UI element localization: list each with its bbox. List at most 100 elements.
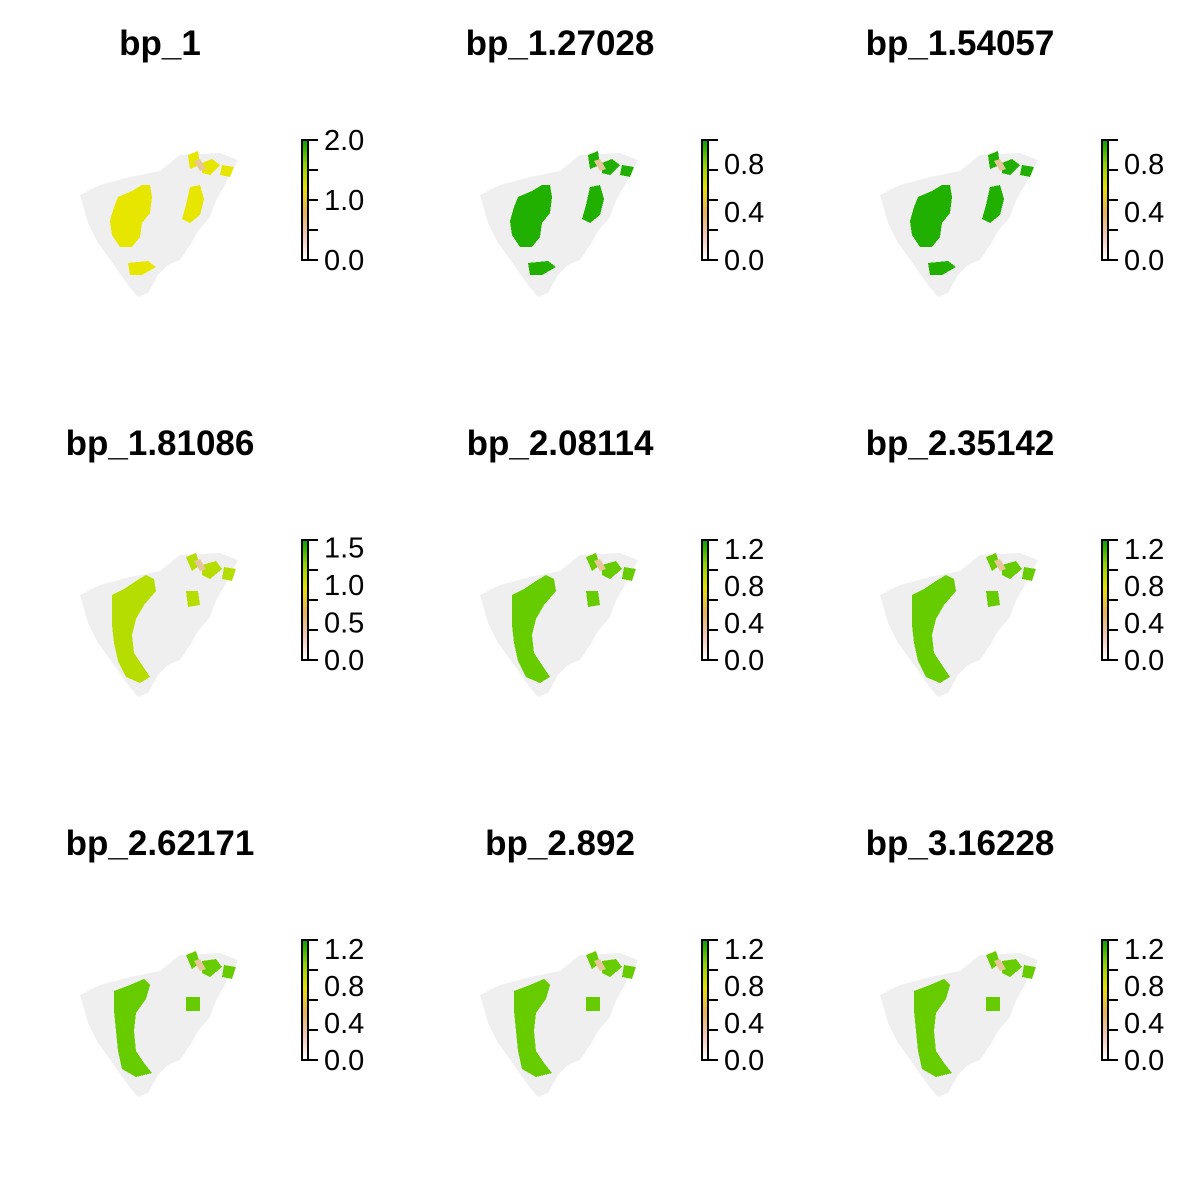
- raster-map: [480, 151, 638, 297]
- legend-tick-label: 0.8: [724, 571, 764, 603]
- raster-patch: [622, 567, 636, 581]
- raster-patch: [586, 553, 600, 571]
- legend-tick-label: 0.4: [724, 197, 764, 229]
- map-panel: bp_3.16228 0.0 0.4 0.8 1.2: [800, 800, 1200, 1200]
- raster-patch: [914, 979, 952, 1077]
- raster-patch: [986, 591, 1000, 607]
- color-legend: 0.0 0.4 0.8: [1101, 139, 1164, 277]
- raster-patch: [114, 979, 152, 1077]
- raster-patch-low: [994, 959, 1006, 971]
- color-legend: 0.0 0.4 0.8 1.2: [1101, 934, 1164, 1077]
- legend-tick-label: 0.8: [724, 149, 764, 181]
- raster-patch: [912, 575, 956, 683]
- legend-tick-label: 0.0: [1124, 245, 1164, 277]
- legend-tick-label: 0.0: [724, 245, 764, 277]
- raster-patch: [514, 979, 552, 1077]
- raster-patch: [602, 959, 622, 977]
- raster-patch-low: [994, 159, 1006, 171]
- legend-tick-label: 0.0: [724, 645, 764, 677]
- raster-patch: [202, 959, 222, 977]
- raster-patch: [528, 261, 556, 275]
- raster-patch: [620, 165, 634, 177]
- legend-tick-label: 0.0: [324, 1045, 364, 1077]
- raster-patch: [1022, 965, 1036, 979]
- legend-tick-label: 0.4: [1124, 608, 1164, 640]
- raster-patch: [186, 591, 200, 607]
- legend-colorbar: [302, 940, 308, 1060]
- color-legend: 0.0 1.0 2.0: [301, 125, 364, 277]
- map-panel: bp_2.62171 0.0 0.4 0.8 1.2: [0, 800, 400, 1200]
- legend-tick-label: 0.8: [324, 971, 364, 1003]
- legend-tick-label: 0.8: [1124, 571, 1164, 603]
- raster-patch: [986, 553, 1000, 571]
- panel-title: bp_3.16228: [865, 824, 1055, 863]
- raster-patch-low: [194, 559, 206, 571]
- raster-patch: [182, 185, 204, 223]
- raster-patch: [622, 965, 636, 979]
- raster-patch: [222, 965, 236, 979]
- raster-patch: [186, 553, 200, 571]
- raster-patch: [512, 575, 556, 683]
- map-panel: bp_1 0.0 1.0 2.0: [0, 0, 400, 400]
- legend-tick-label: 0.0: [724, 1045, 764, 1077]
- panel-title: bp_2.62171: [65, 824, 255, 863]
- raster-patch: [586, 591, 600, 607]
- raster-patch: [202, 159, 220, 175]
- legend-tick-label: 1.2: [1124, 934, 1164, 966]
- panel-title: bp_1.81086: [65, 424, 255, 463]
- study-area-background: [480, 953, 638, 1097]
- raster-patch-low: [994, 559, 1006, 571]
- legend-colorbar: [1102, 940, 1108, 1060]
- legend-tick-label: 0.0: [1124, 645, 1164, 677]
- legend-tick-label: 1.2: [1124, 534, 1164, 566]
- raster-patch: [110, 185, 152, 247]
- study-area-background: [880, 953, 1038, 1097]
- raster-patch: [112, 575, 156, 683]
- legend-tick-label: 0.8: [724, 971, 764, 1003]
- map-panel: bp_2.892 0.0 0.4 0.8 1.2: [400, 800, 800, 1200]
- raster-patch-low: [594, 959, 606, 971]
- legend-tick-label: 0.4: [1124, 197, 1164, 229]
- study-area-background: [80, 153, 238, 297]
- color-legend: 0.0 0.4 0.8 1.2: [701, 534, 764, 677]
- legend-tick-label: 0.4: [724, 608, 764, 640]
- color-legend: 0.0 0.5 1.0 1.5: [301, 533, 364, 677]
- raster-patch: [982, 185, 1004, 223]
- legend-tick-label: 0.4: [724, 1008, 764, 1040]
- legend-tick-label: 1.2: [724, 934, 764, 966]
- legend-colorbar: [702, 940, 708, 1060]
- legend-tick-label: 0.8: [1124, 149, 1164, 181]
- raster-map: [480, 553, 638, 697]
- legend-tick-label: 1.0: [324, 570, 364, 602]
- legend-colorbar: [302, 140, 308, 260]
- map-panel: bp_1.54057 0.0 0.4 0.8: [800, 0, 1200, 400]
- raster-map: [80, 553, 238, 697]
- raster-patch: [510, 185, 552, 247]
- panel-title: bp_2.892: [485, 824, 635, 863]
- raster-patch: [1002, 561, 1022, 579]
- legend-colorbar: [1102, 540, 1108, 660]
- study-area-background: [880, 153, 1038, 297]
- raster-patch: [1022, 567, 1036, 581]
- legend-tick-label: 0.4: [324, 1008, 364, 1040]
- legend-tick-label: 0.5: [324, 608, 364, 640]
- raster-patch: [186, 997, 200, 1011]
- raster-patch-low: [594, 159, 606, 171]
- raster-patch: [602, 561, 622, 579]
- raster-patch: [928, 261, 956, 275]
- raster-map: [880, 951, 1038, 1097]
- raster-map: [880, 151, 1038, 297]
- legend-tick-label: 0.0: [324, 645, 364, 677]
- map-panel: bp_1.27028 0.0 0.4 0.8: [400, 0, 800, 400]
- raster-patch: [1002, 159, 1020, 175]
- raster-map: [80, 951, 238, 1097]
- raster-patch: [1020, 165, 1034, 177]
- map-panel: bp_2.35142 0.0 0.4 0.8 1.2: [800, 400, 1200, 800]
- map-panel: bp_2.08114 0.0 0.4 0.8 1.2: [400, 400, 800, 800]
- raster-patch-low: [194, 959, 206, 971]
- raster-patch: [1002, 959, 1022, 977]
- raster-map: [880, 553, 1038, 697]
- legend-colorbar: [702, 140, 708, 260]
- legend-tick-label: 2.0: [324, 125, 364, 157]
